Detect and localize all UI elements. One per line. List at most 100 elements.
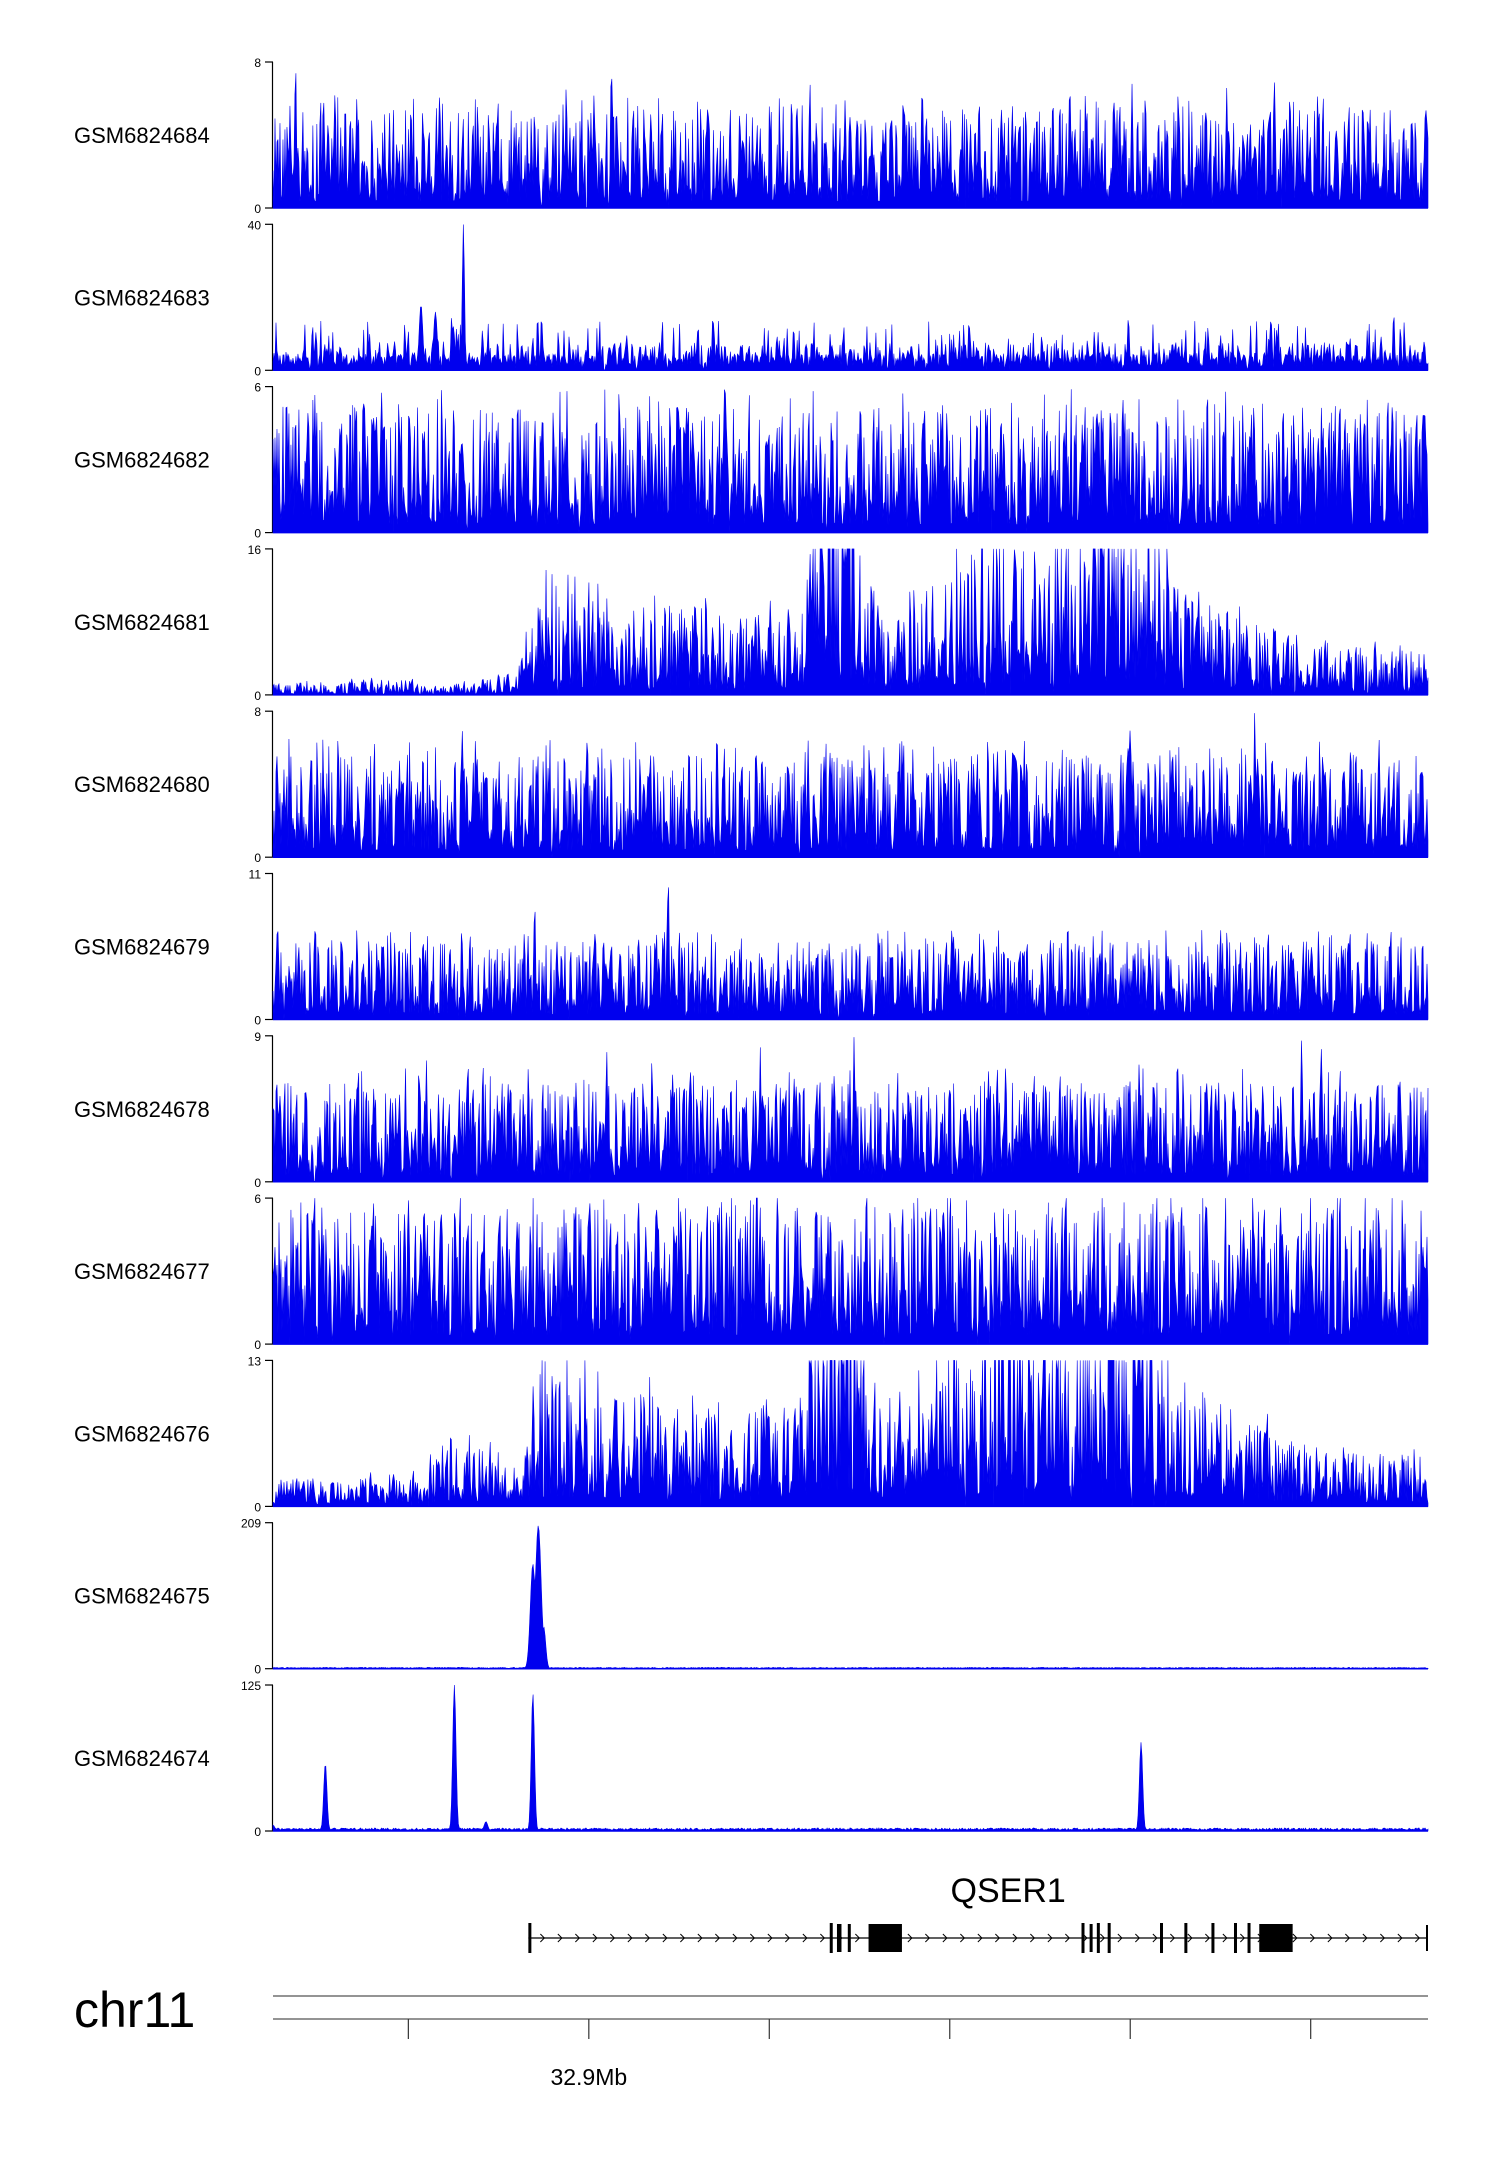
strand-arrow xyxy=(540,1933,546,1943)
strand-arrow xyxy=(697,1933,703,1943)
strand-arrow xyxy=(942,1933,948,1943)
exon-block xyxy=(1184,1923,1188,1953)
strand-arrow xyxy=(1187,1933,1193,1943)
track-GSM6824674: GSM6824674 125 0 xyxy=(74,1679,1429,1839)
gene-label: QSER1 xyxy=(951,1872,1066,1910)
track-GSM6824676: GSM6824676 13 0 xyxy=(74,1354,1429,1514)
track-label: GSM6824674 xyxy=(74,1746,210,1771)
y-min-label: 0 xyxy=(254,364,261,378)
strand-arrow xyxy=(575,1933,581,1943)
coverage-area xyxy=(272,1360,1429,1507)
track-label: GSM6824677 xyxy=(74,1259,210,1284)
strand-arrow xyxy=(1135,1933,1141,1943)
track-label: GSM6824684 xyxy=(74,123,210,148)
y-max-label: 6 xyxy=(254,381,261,395)
y-max-label: 9 xyxy=(254,1030,261,1044)
y-max-label: 11 xyxy=(249,868,262,882)
coverage-area xyxy=(272,1197,1429,1345)
coverage-area xyxy=(272,224,1429,371)
strand-arrow xyxy=(1152,1933,1158,1943)
coverage-tracks: GSM682468480GSM6824683400GSM682468260GSM… xyxy=(74,56,1429,1839)
y-max-label: 40 xyxy=(248,218,262,232)
strand-arrow xyxy=(767,1933,773,1943)
strand-arrow xyxy=(1205,1933,1211,1943)
strand-arrow xyxy=(907,1933,913,1943)
exon-block xyxy=(1107,1923,1111,1953)
strand-arrow xyxy=(1222,1933,1228,1943)
strand-arrow xyxy=(785,1933,791,1943)
track-GSM6824675: GSM6824675 209 0 xyxy=(74,1517,1429,1677)
strand-arrow xyxy=(645,1933,651,1943)
y-min-label: 0 xyxy=(254,1014,261,1028)
y-min-label: 0 xyxy=(254,527,261,541)
strand-arrow xyxy=(750,1933,756,1943)
strand-arrow xyxy=(1170,1933,1176,1943)
exon-block xyxy=(1211,1923,1215,1953)
exon-block xyxy=(528,1923,532,1953)
track-GSM6824677: GSM6824677 6 0 xyxy=(74,1192,1429,1352)
axis-tick-label: 32.9Mb xyxy=(550,2064,627,2090)
y-min-label: 0 xyxy=(254,851,261,865)
track-label: GSM6824676 xyxy=(74,1421,210,1446)
track-GSM6824681: GSM6824681 16 0 xyxy=(74,543,1429,703)
coverage-area xyxy=(272,389,1429,533)
strand-arrow xyxy=(1065,1933,1071,1943)
strand-arrow xyxy=(1397,1933,1403,1943)
exon-block xyxy=(1247,1923,1251,1953)
strand-arrow xyxy=(1292,1933,1298,1943)
strand-arrow xyxy=(557,1933,563,1943)
strand-arrow xyxy=(1345,1933,1351,1943)
track-label: GSM6824678 xyxy=(74,1097,210,1122)
strand-arrow xyxy=(1117,1933,1123,1943)
exon-block xyxy=(1081,1923,1085,1953)
y-min-label: 0 xyxy=(254,1176,261,1190)
strand-arrow xyxy=(1012,1933,1018,1943)
track-label: GSM6824675 xyxy=(74,1584,210,1609)
y-max-label: 6 xyxy=(254,1192,261,1206)
exon-block xyxy=(1259,1924,1293,1952)
strand-arrow xyxy=(715,1933,721,1943)
exon-block xyxy=(829,1923,833,1953)
coverage-area xyxy=(272,1037,1429,1183)
y-max-label: 125 xyxy=(241,1679,261,1693)
track-GSM6824682: GSM6824682 6 0 xyxy=(74,381,1429,541)
track-GSM6824683: GSM6824683 40 0 xyxy=(74,218,1429,378)
y-min-label: 0 xyxy=(254,1825,261,1839)
strand-arrow xyxy=(1100,1933,1106,1943)
track-GSM6824678: GSM6824678 9 0 xyxy=(74,1030,1429,1190)
strand-arrow xyxy=(977,1933,983,1943)
strand-arrow xyxy=(1240,1933,1246,1943)
gene-annotation-track: QSER1 xyxy=(528,1872,1428,1953)
strand-arrow xyxy=(592,1933,598,1943)
y-min-label: 0 xyxy=(254,1338,261,1352)
strand-arrow xyxy=(1380,1933,1386,1943)
strand-arrow xyxy=(1310,1933,1316,1943)
strand-arrow xyxy=(802,1933,808,1943)
coverage-area xyxy=(272,887,1429,1020)
coverage-area xyxy=(272,1684,1429,1832)
track-label: GSM6824681 xyxy=(74,610,210,635)
strand-arrow xyxy=(960,1933,966,1943)
exon-block xyxy=(847,1924,851,1952)
exon-block xyxy=(1160,1923,1164,1953)
y-max-label: 209 xyxy=(241,1517,261,1531)
y-min-label: 0 xyxy=(254,689,261,703)
strand-arrow xyxy=(925,1933,931,1943)
y-min-label: 0 xyxy=(254,1663,261,1677)
strand-arrow xyxy=(1030,1933,1036,1943)
y-max-label: 16 xyxy=(248,543,262,557)
track-label: GSM6824680 xyxy=(74,772,210,797)
y-max-label: 8 xyxy=(254,56,261,70)
strand-arrow xyxy=(1047,1933,1053,1943)
track-GSM6824679: GSM6824679 11 0 xyxy=(74,868,1429,1028)
y-max-label: 8 xyxy=(254,705,261,719)
y-min-label: 0 xyxy=(254,1500,261,1514)
strand-arrow xyxy=(610,1933,616,1943)
strand-arrow xyxy=(680,1933,686,1943)
track-label: GSM6824682 xyxy=(74,448,210,473)
exon-block xyxy=(1233,1923,1237,1953)
track-label: GSM6824683 xyxy=(74,285,210,310)
y-min-label: 0 xyxy=(254,202,261,216)
exon-block xyxy=(1096,1923,1100,1953)
